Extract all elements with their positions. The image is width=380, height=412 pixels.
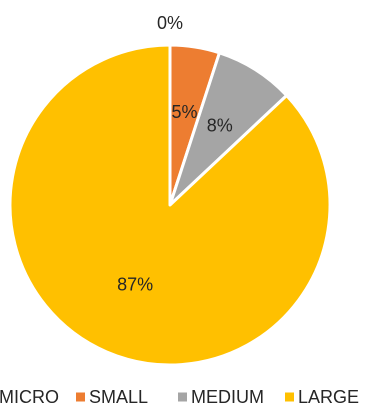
legend-label-medium: MEDIUM <box>191 387 264 407</box>
data-label-small: 5% <box>171 102 197 122</box>
pie-slices <box>8 43 332 367</box>
data-label-large: 87% <box>117 275 153 295</box>
legend-label-large: LARGE <box>298 387 359 407</box>
data-label-medium: 8% <box>207 115 233 135</box>
pie-slice-large <box>8 43 332 367</box>
legend-label-small: SMALL <box>89 387 148 407</box>
legend-swatch-small <box>76 392 85 402</box>
legend-swatch-large <box>285 392 294 402</box>
legend-label-micro: MICRO <box>0 387 59 407</box>
legend-swatch-medium <box>178 392 187 402</box>
pie-labels: 0% 5% 8% 87% <box>117 13 233 295</box>
data-label-micro: 0% <box>157 13 183 33</box>
legend: MICRO SMALL MEDIUM LARGE <box>0 387 359 407</box>
